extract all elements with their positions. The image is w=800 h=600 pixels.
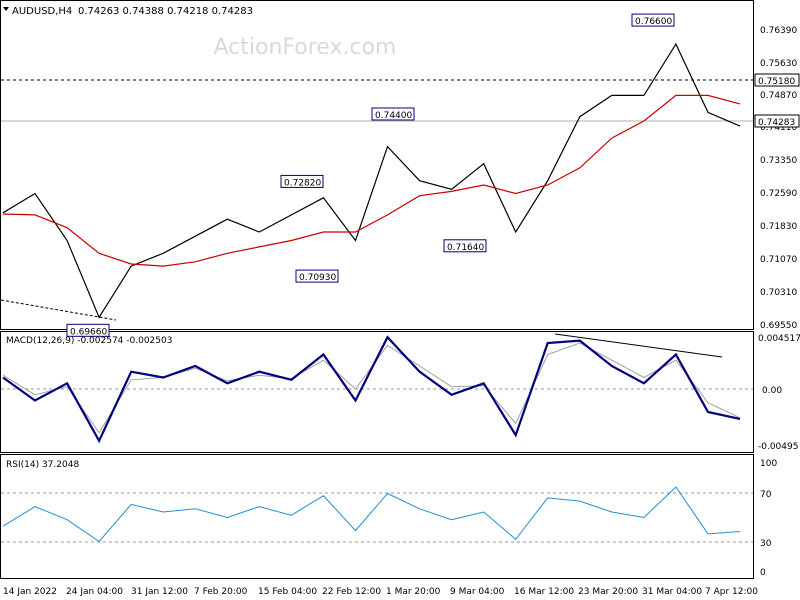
- time-tick-label: 23 Mar 20:00: [578, 587, 638, 597]
- price-series-line: [2, 42, 741, 319]
- time-tick-label: 9 Mar 04:00: [450, 587, 505, 597]
- trend-dashed-line: [0, 299, 117, 321]
- price-label-box: [443, 239, 487, 253]
- price-label: 0.71640: [447, 243, 484, 253]
- price-label: 0.69660: [70, 327, 107, 337]
- price-label-box: [295, 269, 339, 283]
- price-tick-label: 0.69550: [760, 321, 797, 331]
- price-tick-label: 0.75630: [760, 59, 797, 69]
- price-tick-label: 0.74870: [760, 91, 797, 101]
- macd-divergence-line: [554, 333, 723, 358]
- rsi-panel: [0, 454, 754, 579]
- symbol-label: AUDUSD,H4: [12, 6, 72, 17]
- time-tick-label: 31 Jan 12:00: [131, 587, 188, 597]
- rsi-tick-label: 30: [760, 539, 772, 549]
- time-tick-label: 7 Feb 20:00: [194, 587, 248, 597]
- time-tick-label: 14 Jan 2022: [3, 587, 57, 597]
- price-label-box: [280, 174, 324, 188]
- price-label-box: [66, 323, 110, 337]
- rsi-line: [2, 486, 741, 543]
- ohlc-values: 0.74263 0.74388 0.74218 0.74283: [78, 6, 253, 17]
- price-annotations: 0.76600 0.74400 0.72820 0.70930 0.71640 0.696…: [66, 13, 675, 337]
- time-tick-label: 16 Mar 12:00: [514, 587, 574, 597]
- rsi-tick-label: 100: [760, 459, 777, 469]
- resistance-price-label: 0.75180: [758, 77, 795, 87]
- price-tick-label: 0.71830: [760, 222, 797, 232]
- price-tick-label: 0.73350: [760, 156, 797, 166]
- time-tick-label: 1 Mar 20:00: [386, 587, 441, 597]
- dropdown-triangle-icon[interactable]: [3, 7, 9, 11]
- macd-tick-label: 0.004517: [758, 334, 800, 344]
- macd-tick-label: -0.00495: [758, 442, 798, 452]
- price-label-box: [631, 13, 675, 27]
- time-axis: 14 Jan 2022 24 Jan 04:00 31 Jan 12:00 7 …: [3, 587, 758, 597]
- price-tick-label: 0.76390: [760, 26, 797, 36]
- time-tick-label: 24 Jan 04:00: [66, 587, 123, 597]
- rsi-tick-label: 70: [760, 490, 772, 500]
- price-tick-label: 0.74110: [760, 123, 797, 133]
- price-label: 0.76600: [635, 17, 672, 27]
- price-axis: 0.76390 0.75630 0.74870 0.74110 0.73350 …: [760, 26, 797, 331]
- time-tick-label: 22 Feb 12:00: [322, 587, 381, 597]
- time-tick-label: 7 Apr 12:00: [705, 587, 758, 597]
- price-tick-label: 0.70310: [760, 288, 797, 298]
- moving-average-line: [2, 94, 741, 267]
- price-label: 0.70930: [299, 273, 336, 283]
- watermark: ActionForex.com: [214, 35, 397, 60]
- current-price-label: 0.74283: [758, 118, 795, 128]
- price-label-box: [371, 107, 415, 121]
- macd-title: MACD(12,26,9) -0.002574 -0.002503: [6, 336, 172, 346]
- rsi-tick-label: 0: [760, 568, 766, 578]
- macd-panel: [0, 331, 754, 453]
- current-price-box: [754, 114, 800, 128]
- macd-tick-label: 0.00: [762, 386, 782, 396]
- resistance-price-box: [754, 73, 800, 87]
- rsi-title: RSI(14) 37.2048: [6, 460, 79, 470]
- time-tick-label: 15 Feb 04:00: [258, 587, 317, 597]
- price-label: 0.74400: [375, 111, 412, 121]
- price-tick-label: 0.72590: [760, 189, 797, 199]
- time-tick-label: 31 Mar 04:00: [642, 587, 702, 597]
- macd-line: [2, 335, 741, 444]
- price-tick-label: 0.71070: [760, 255, 797, 265]
- price-label: 0.72820: [284, 178, 321, 188]
